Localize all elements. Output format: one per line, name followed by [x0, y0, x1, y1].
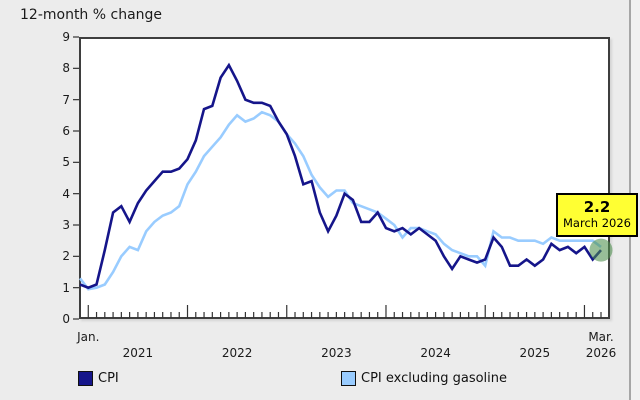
x-label-year: 2022 [221, 346, 253, 360]
chart-legend: CPI CPI excluding gasoline [0, 370, 640, 392]
tooltip-date: March 2026 [563, 216, 631, 230]
legend-label-cpi: CPI [98, 370, 119, 386]
y-tick-label: 3 [62, 218, 70, 232]
x-label-year: 2025 [519, 346, 551, 360]
x-label-year: 2026 [585, 346, 617, 360]
x-label-year: 2023 [321, 346, 352, 360]
y-tick-label: 1 [62, 280, 70, 295]
y-tick-label: 9 [62, 30, 70, 44]
x-label-year: 2021 [122, 346, 154, 360]
chart-title: 12-month % change [20, 7, 163, 23]
y-tick-label: 2 [62, 249, 70, 264]
y-tick-label: 7 [62, 92, 70, 107]
x-label-year: 2024 [420, 346, 451, 360]
cpi-swatch-icon [78, 370, 93, 386]
y-tick-label: 4 [62, 186, 70, 201]
x-label-first-month: Jan. [77, 330, 100, 344]
tooltip-value: 2.2 [583, 198, 611, 216]
legend-label-cpi-ex-gasoline: CPI excluding gasoline [361, 370, 508, 386]
plot-area[interactable] [79, 37, 610, 319]
y-tick-label: 5 [62, 155, 70, 170]
y-tick-label: 6 [62, 124, 70, 138]
y-tick-label: 8 [62, 61, 70, 76]
legend-item-cpi[interactable]: CPI [78, 370, 119, 386]
legend-item-cpi-ex-gasoline[interactable]: CPI excluding gasoline [341, 370, 507, 386]
y-tick-label: 0 [62, 312, 70, 326]
cpi-ex-gasoline-swatch-icon [341, 370, 356, 386]
x-label-last-month: Mar. [588, 330, 614, 344]
data-tooltip: 2.2 March 2026 [556, 193, 638, 237]
